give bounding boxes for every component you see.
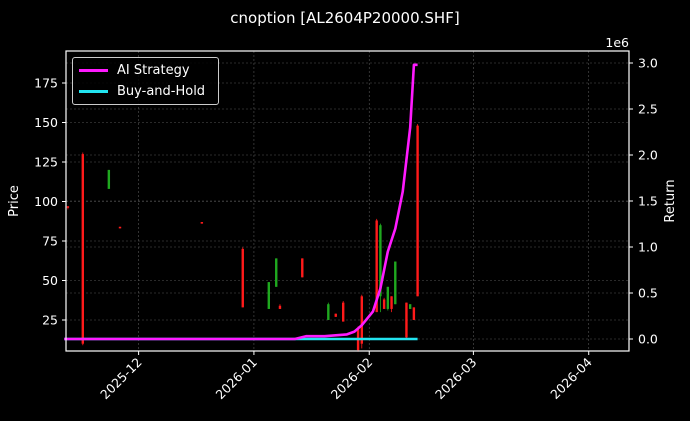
return-tick-label: 2.5 xyxy=(638,102,658,117)
candle xyxy=(107,169,111,189)
ai-strategy-line xyxy=(64,63,418,341)
candle xyxy=(200,222,204,224)
candle xyxy=(375,220,378,313)
date-tick-label: 2026-01 xyxy=(212,355,260,403)
return-tick-label: 1.5 xyxy=(638,194,658,209)
candle xyxy=(81,154,84,344)
candle xyxy=(412,307,416,320)
return-tick-label: 3.0 xyxy=(638,56,658,71)
candle xyxy=(241,248,244,308)
return-axis-label: Return xyxy=(663,179,678,222)
candle xyxy=(360,296,363,344)
candle xyxy=(342,302,345,322)
legend-item-buy-and-hold: Buy-and-Hold xyxy=(79,81,205,101)
candle xyxy=(379,225,382,297)
legend: AI Strategy Buy-and-Hold xyxy=(72,57,219,105)
price-axis: 25 50 75 100 125 150 175 xyxy=(34,76,66,328)
candle xyxy=(301,258,304,278)
candlesticks xyxy=(66,124,419,352)
return-axis: 0.0 0.5 1.0 1.5 2.0 2.5 3.0 xyxy=(629,56,658,347)
price-tick-label: 150 xyxy=(34,115,58,130)
price-tick-label: 125 xyxy=(34,155,58,170)
price-tick-label: 75 xyxy=(42,234,58,249)
candle xyxy=(334,313,337,317)
candle xyxy=(408,304,412,309)
candle xyxy=(382,299,386,309)
gridlines xyxy=(66,51,629,351)
return-lines xyxy=(64,63,418,341)
date-tick-label: 2026-03 xyxy=(432,355,480,403)
candle xyxy=(405,302,408,338)
return-tick-label: 0.0 xyxy=(638,332,658,347)
candle xyxy=(390,296,393,309)
price-tick-label: 100 xyxy=(34,194,58,209)
candle xyxy=(275,258,278,287)
return-tick-label: 2.0 xyxy=(638,148,658,163)
legend-label: AI Strategy xyxy=(117,62,190,78)
return-axis-offset: 1e6 xyxy=(605,35,629,50)
buy-and-hold-swatch-icon xyxy=(79,89,108,93)
date-tick-label: 2026-04 xyxy=(547,354,595,402)
chart-title: cnoption [AL2604P20000.SHF] xyxy=(230,9,460,27)
price-tick-label: 50 xyxy=(42,273,58,288)
legend-label: Buy-and-Hold xyxy=(117,83,206,99)
candle xyxy=(66,206,70,208)
candle xyxy=(278,305,282,309)
date-tick-label: 2025-12 xyxy=(97,355,145,403)
price-tick-label: 175 xyxy=(34,76,58,91)
date-axis: 2025-12 2026-01 2026-02 2026-03 2026-04 xyxy=(97,351,595,402)
candle xyxy=(327,304,330,320)
date-tick-label: 2026-02 xyxy=(328,355,376,403)
candle xyxy=(267,282,270,309)
candle xyxy=(394,261,397,305)
ai-strategy-swatch-icon xyxy=(79,68,108,72)
price-axis-label: Price xyxy=(7,185,22,217)
candle xyxy=(386,286,390,309)
price-tick-label: 25 xyxy=(42,313,58,328)
candle xyxy=(118,226,122,229)
return-tick-label: 1.0 xyxy=(638,240,658,255)
legend-item-ai-strategy: AI Strategy xyxy=(79,60,190,80)
candle xyxy=(416,125,419,297)
return-tick-label: 0.5 xyxy=(638,286,658,301)
